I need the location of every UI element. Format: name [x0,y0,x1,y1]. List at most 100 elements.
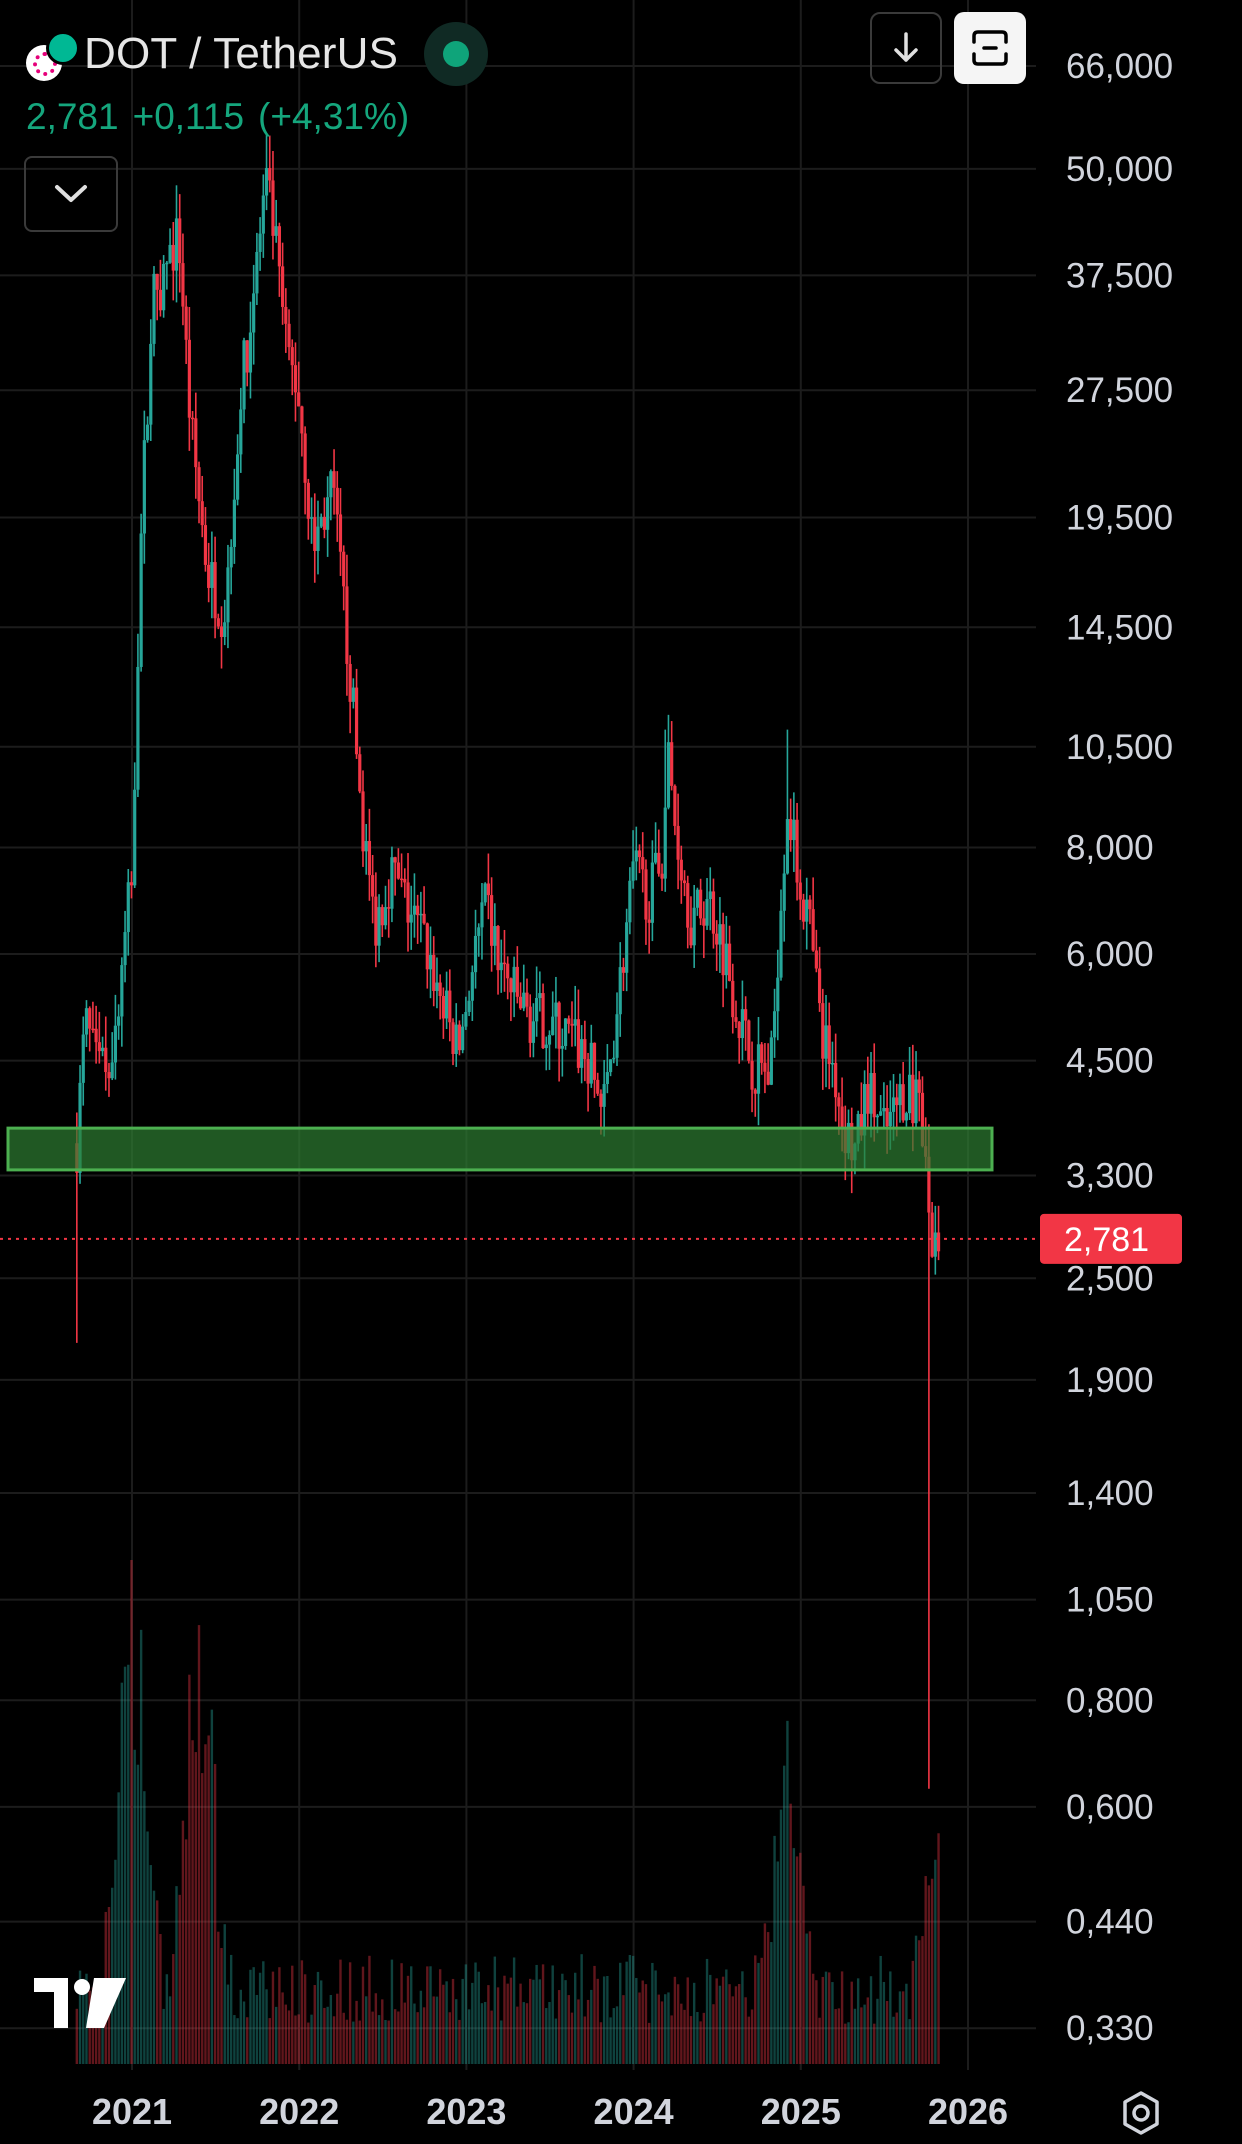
volume-bar [937,1833,940,2064]
candle-body [544,1044,548,1049]
volume-bar [667,1992,670,2064]
x-tick-label: 2023 [426,2091,506,2132]
price-change-percent: (+4,31%) [258,96,410,137]
candle-body [284,306,288,324]
candle-body [821,1003,825,1059]
candle-body [338,514,343,552]
candle-body [763,1062,767,1072]
candle-body [528,1006,532,1043]
market-open-dot-icon[interactable] [424,22,489,86]
volume-bar [837,2008,841,2064]
volume-bar [715,1978,718,2064]
volume-bar [599,2022,603,2064]
x-tick-label: 2025 [761,2091,841,2132]
volume-bar [860,2007,863,2064]
volume-bar [901,1991,905,2064]
volume-bar [721,1976,725,2064]
candle-body [737,1021,741,1039]
candle-body [184,306,188,340]
volume-bar [493,1956,497,2064]
candle-body [326,497,330,530]
candle-body [904,1113,908,1121]
volume-bar [731,1996,734,2064]
candle-body [801,899,806,922]
volume-bar [869,1976,873,2064]
candle-body [612,1057,616,1060]
candle-body [277,226,281,267]
volume-bar [368,1955,371,2064]
candle-body [203,525,208,565]
candle-body [699,889,703,919]
volume-bar [149,1865,152,2064]
volume-bar [725,1969,728,2064]
candle-body [113,1025,118,1063]
volume-bar [467,2009,471,2064]
candle-body [792,819,796,841]
volume-bar [567,1995,570,2064]
candle-body [724,943,728,976]
candle-body [708,891,712,899]
candle-body [448,990,452,1023]
candle-body [538,993,542,999]
candle-body [637,850,642,858]
candle-body [187,339,191,418]
volume-bar [381,1999,384,2064]
volume-bar [602,1976,606,2064]
volume-bar [805,1933,808,2064]
candle-body [303,433,307,483]
candle-body [223,622,227,638]
volume-bar [406,1975,410,2064]
symbol-header[interactable]: DOT / TetherUS [26,22,489,86]
price-axis[interactable]: 130,00090,00066,00050,00037,50027,50019,… [1066,0,1193,2048]
download-button[interactable] [870,12,942,84]
candle-body [869,1073,873,1114]
volume-bar [802,1885,805,2064]
candle-body [399,878,404,881]
volume-bar [705,1958,709,2064]
candle-body [798,882,802,900]
candle-body [682,880,687,884]
tradingview-logo-icon[interactable] [34,1978,128,2033]
candle-body [409,914,413,923]
volume-bar [438,1969,442,2064]
candle-body [322,516,327,530]
candle-body [287,323,291,348]
candle-body [319,516,323,527]
candle-body [486,883,490,896]
candle-body [914,1079,918,1124]
candle-body [583,1039,587,1060]
volume-bar [512,1957,516,2064]
fullscreen-icon [972,30,1008,66]
candle-body [879,1111,883,1116]
candle-body [621,967,626,973]
volume-bar [638,1992,641,2064]
candle-body [197,467,201,502]
candle-body [895,1097,899,1106]
volume-bar [840,1971,844,2064]
y-tick-label: 19,500 [1066,499,1173,538]
volume-bar [120,1682,124,2064]
volume-bar [757,1962,760,2064]
volume-bar [422,2007,426,2064]
candle-body [589,1042,593,1084]
candle-body [464,1011,468,1027]
candle-body [560,1045,564,1049]
dropdown-button[interactable] [24,156,118,232]
candle-body [502,962,507,965]
fullscreen-button[interactable] [954,12,1026,84]
volume-bar [194,1752,197,2064]
symbol-title[interactable]: DOT / TetherUS [84,29,399,78]
support-zone[interactable] [6,1126,994,1172]
current-price-label: 2,781 [1040,1213,1182,1264]
candle-body [435,982,439,991]
candle-body [734,1017,738,1022]
volume-bar [905,1983,908,2064]
volume-bar [647,2022,651,2064]
settings-gear-icon[interactable] [1118,2090,1164,2141]
candle-body [120,965,124,1017]
volume-bar [483,2001,487,2064]
time-axis[interactable]: 2021 2022 2023 2024 2025 2026 [92,2091,1008,2132]
volume-bar [760,1957,763,2064]
candle-body [390,857,394,909]
